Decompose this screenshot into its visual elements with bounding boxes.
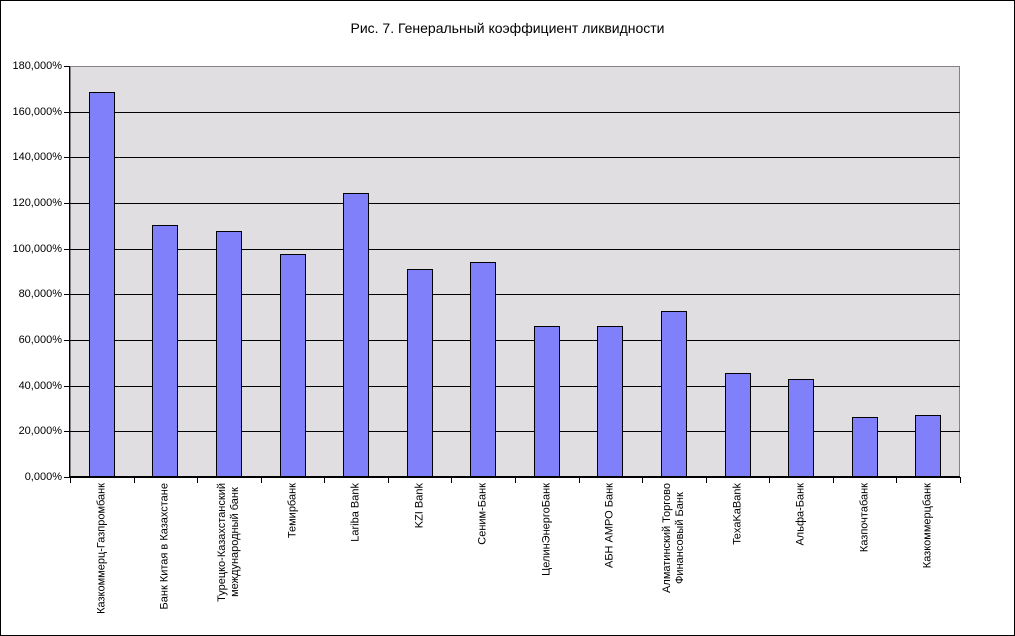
y-axis-tick (64, 431, 70, 432)
x-axis-tick (833, 477, 834, 483)
gridline (70, 112, 960, 113)
y-axis-tick (64, 66, 70, 67)
gridline (70, 386, 960, 387)
y-axis-tick (64, 249, 70, 250)
x-axis-tick (579, 477, 580, 483)
x-axis-tick (134, 477, 135, 483)
y-axis-tick-label: 40,000% (18, 380, 62, 392)
x-axis-label: Казкоммерц-Газпромбанк (95, 483, 108, 614)
x-axis-label: KZI Bank (413, 483, 426, 529)
gridline (70, 431, 960, 432)
bar (280, 254, 306, 477)
bar (216, 231, 242, 477)
bar (852, 417, 878, 477)
bar (534, 326, 560, 477)
x-axis-tick (896, 477, 897, 483)
bar (661, 311, 687, 477)
bar (915, 415, 941, 477)
y-axis-tick (64, 386, 70, 387)
gridline (70, 203, 960, 204)
y-axis-tick-label: 120,000% (12, 197, 62, 209)
y-axis-tick-label: 100,000% (12, 243, 62, 255)
x-axis-label: АБН АМРО Банк (603, 483, 616, 568)
x-axis-tick (769, 477, 770, 483)
bar (343, 193, 369, 477)
x-axis-tick (960, 477, 961, 483)
bar (470, 262, 496, 477)
y-axis-tick-label: 0,000% (24, 471, 62, 483)
y-axis-tick-label: 60,000% (18, 334, 62, 346)
bar (597, 326, 623, 477)
x-axis-label: Турецко-Казахстанский международный банк (216, 483, 241, 602)
y-axis-tick-label: 80,000% (18, 288, 62, 300)
x-axis-tick (197, 477, 198, 483)
y-axis-tick-label: 20,000% (18, 425, 62, 437)
y-axis-tick (64, 477, 70, 478)
bar (152, 225, 178, 477)
bar (788, 379, 814, 477)
y-axis-tick-label: 180,000% (12, 60, 62, 72)
gridline (70, 157, 960, 158)
x-axis-tick (706, 477, 707, 483)
x-axis-tick (515, 477, 516, 483)
x-axis-tick (70, 477, 71, 483)
y-axis-tick (64, 340, 70, 341)
gridline (70, 294, 960, 295)
y-axis-line (69, 66, 70, 477)
chart-title: Рис. 7. Генеральный коэффициент ликвидно… (350, 20, 665, 36)
y-axis-tick (64, 112, 70, 113)
y-axis-tick (64, 157, 70, 158)
bar (407, 269, 433, 477)
x-axis-label: Казкоммерцбанк (921, 483, 934, 569)
y-axis-tick (64, 294, 70, 295)
plot-area (70, 66, 960, 477)
gridline (70, 340, 960, 341)
x-axis-label: Казпочтабанк (858, 483, 871, 553)
x-axis-label: TexaKaBank (731, 483, 744, 545)
x-axis-label: Lariba Bank (349, 483, 362, 542)
x-axis-tick (324, 477, 325, 483)
x-axis-tick (388, 477, 389, 483)
y-axis-tick-label: 160,000% (12, 106, 62, 118)
x-axis-label: Банк Китая в Казахстане (158, 483, 171, 610)
x-axis-label: Темирбанк (286, 483, 299, 539)
x-axis-label: Сеним-Банк (476, 483, 489, 545)
x-axis-tick (261, 477, 262, 483)
bar (725, 373, 751, 477)
x-axis-tick (642, 477, 643, 483)
bar (89, 92, 115, 477)
y-axis-tick (64, 203, 70, 204)
x-axis-label: ЦелинЭнергоБанк (540, 483, 553, 576)
gridline (70, 249, 960, 250)
y-axis-tick-label: 140,000% (12, 151, 62, 163)
x-axis-label: Алматинский Торгово Финансовый Банк (661, 483, 686, 593)
x-axis-label: Альфа-Банк (794, 483, 807, 546)
x-axis-tick (451, 477, 452, 483)
